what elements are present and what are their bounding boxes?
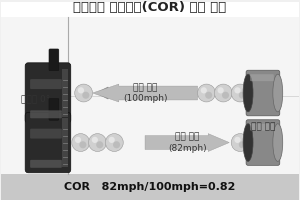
FancyBboxPatch shape: [30, 110, 62, 118]
Circle shape: [234, 137, 241, 143]
Circle shape: [88, 134, 106, 151]
Circle shape: [205, 92, 212, 99]
Circle shape: [218, 87, 224, 93]
Circle shape: [72, 134, 90, 151]
Circle shape: [197, 84, 215, 102]
Circle shape: [239, 141, 246, 148]
Circle shape: [201, 87, 207, 93]
FancyBboxPatch shape: [246, 120, 280, 165]
Circle shape: [231, 84, 249, 102]
Circle shape: [239, 92, 246, 99]
Circle shape: [78, 87, 84, 93]
Text: 입력 속도
(100mph): 입력 속도 (100mph): [123, 83, 167, 103]
Text: 드라이버 반발계수(COR) 측정 방법: 드라이버 반발계수(COR) 측정 방법: [74, 1, 226, 14]
FancyArrow shape: [145, 134, 229, 151]
Circle shape: [75, 137, 81, 143]
FancyBboxPatch shape: [246, 70, 280, 116]
Circle shape: [234, 87, 241, 93]
Circle shape: [231, 134, 249, 151]
FancyBboxPatch shape: [2, 17, 298, 200]
Circle shape: [96, 141, 103, 148]
FancyBboxPatch shape: [30, 129, 62, 139]
Circle shape: [113, 141, 120, 148]
FancyBboxPatch shape: [2, 174, 298, 200]
Ellipse shape: [273, 74, 283, 112]
Text: 공기 대포: 공기 대포: [251, 123, 275, 132]
FancyBboxPatch shape: [2, 2, 298, 17]
FancyArrow shape: [92, 84, 197, 102]
Circle shape: [214, 84, 232, 102]
Circle shape: [82, 92, 89, 99]
Circle shape: [222, 92, 229, 99]
Ellipse shape: [273, 124, 283, 161]
Ellipse shape: [243, 74, 253, 112]
Text: 로프트 0°: 로프트 0°: [22, 94, 51, 103]
FancyBboxPatch shape: [62, 118, 68, 167]
FancyBboxPatch shape: [62, 69, 68, 117]
FancyBboxPatch shape: [49, 49, 59, 71]
FancyBboxPatch shape: [30, 160, 62, 168]
FancyBboxPatch shape: [49, 98, 59, 120]
Circle shape: [109, 137, 115, 143]
FancyBboxPatch shape: [25, 112, 71, 173]
FancyBboxPatch shape: [25, 63, 71, 123]
FancyBboxPatch shape: [250, 124, 274, 131]
Circle shape: [92, 137, 98, 143]
Circle shape: [75, 84, 92, 102]
Circle shape: [79, 141, 86, 148]
FancyBboxPatch shape: [2, 17, 298, 174]
Ellipse shape: [243, 124, 253, 161]
Circle shape: [105, 134, 123, 151]
Text: 출력 속도
(82mph): 출력 속도 (82mph): [168, 132, 206, 153]
Text: COR   82mph/100mph=0.82: COR 82mph/100mph=0.82: [64, 182, 236, 192]
FancyBboxPatch shape: [30, 79, 62, 89]
FancyBboxPatch shape: [250, 74, 274, 81]
